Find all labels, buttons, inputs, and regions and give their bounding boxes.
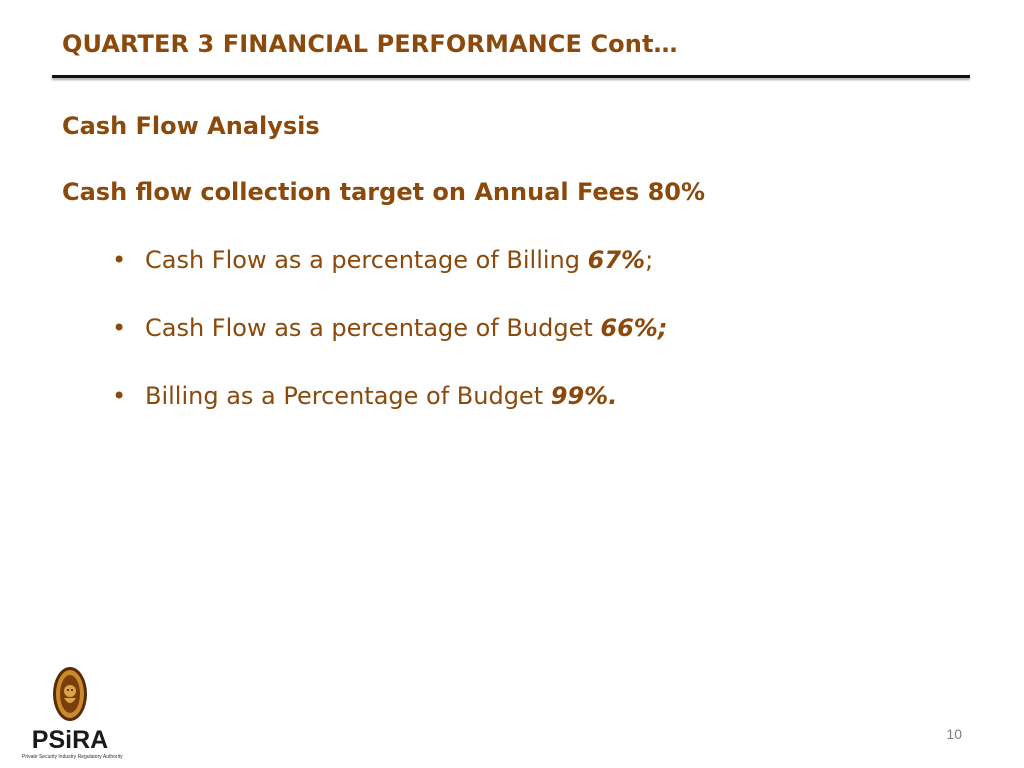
slide-title: QUARTER 3 FINANCIAL PERFORMANCE Cont…: [62, 30, 678, 58]
title-divider: [52, 75, 970, 78]
psira-logo: PSiRA Private Security Industry Regulato…: [22, 664, 123, 764]
collection-target-label: Cash flow collection target on Annual Fe…: [62, 178, 648, 206]
metric-text: Cash Flow as a percentage of Budget: [145, 314, 593, 342]
section-heading: Cash Flow Analysis: [62, 112, 320, 140]
lion-shield-icon: [53, 667, 87, 721]
logo-tagline: Private Security Industry Regulatory Aut…: [22, 754, 123, 760]
collection-target-value: 80%: [647, 178, 706, 206]
list-item: • Cash Flow as a percentage of Budget 66…: [112, 314, 667, 382]
list-item: • Cash Flow as a percentage of Billing 6…: [112, 246, 667, 314]
metric-text: Billing as a Percentage of Budget: [145, 382, 544, 410]
metric-suffix: ;: [645, 246, 654, 274]
page-number: 10: [946, 726, 962, 742]
logo-wordmark: PSiRA: [31, 726, 109, 754]
bullet-icon: •: [112, 246, 127, 274]
bullet-icon: •: [112, 382, 127, 410]
bullet-icon: •: [112, 314, 127, 342]
metric-value: 67%: [587, 246, 646, 274]
collection-target: Cash flow collection target on Annual Fe…: [62, 178, 705, 206]
metric-value: 99%.: [550, 382, 618, 410]
list-item: • Billing as a Percentage of Budget 99%.: [112, 382, 667, 450]
metric-value: 66%;: [600, 314, 668, 342]
metrics-list: • Cash Flow as a percentage of Billing 6…: [112, 246, 667, 450]
metric-text: Cash Flow as a percentage of Billing: [145, 246, 580, 274]
